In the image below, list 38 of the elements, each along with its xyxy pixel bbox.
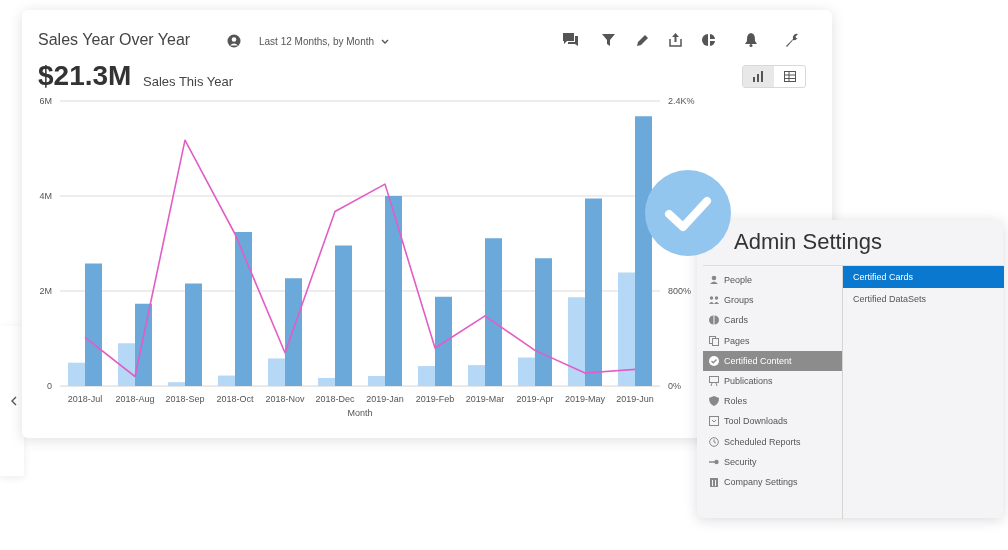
y-tick-label: 0: [46, 381, 52, 391]
text: Security: [724, 455, 757, 469]
x-tick-label: 2018-Aug: [115, 393, 155, 404]
x-tick-label: 2019-Apr: [516, 393, 554, 404]
x-tick-label: 2018-Dec: [315, 393, 356, 404]
text: Cards: [724, 314, 749, 328]
x-tick-label: 2019-Jun: [616, 393, 654, 404]
text: Certified Cards: [853, 272, 914, 282]
text: Groups: [724, 294, 754, 308]
y-tick-label: 2M: [39, 286, 52, 296]
text: Certified Content: [724, 354, 792, 368]
text: Sales This Year: [143, 74, 234, 89]
y2-tick-label: 2.4K%: [668, 96, 695, 106]
x-tick-label: 2018-Jul: [67, 393, 103, 404]
chart-title: Sales Year Over Year: [38, 31, 191, 49]
y2-tick-label: 0%: [668, 381, 682, 391]
text: Publications: [724, 375, 773, 388]
text: Certified DataSets: [853, 294, 927, 304]
text: Admin Settings: [734, 229, 882, 255]
x-tick-label: 2019-Jan: [366, 393, 404, 404]
text: Company Settings: [724, 476, 798, 489]
x-tick-label: 2018-Oct: [216, 393, 254, 404]
text: People: [724, 274, 753, 287]
text: $21.3M: [38, 60, 132, 92]
y-tick-label: 6M: [39, 96, 52, 106]
text: Tool Downloads: [724, 415, 788, 429]
x-tick-label: 2018-Nov: [265, 393, 306, 404]
y-tick-label: 4M: [39, 191, 52, 201]
text: Pages: [724, 334, 750, 348]
x-tick-label: 2019-May: [564, 393, 606, 404]
text: Last 12 Months, by Month: [259, 36, 375, 47]
x-tick-label: 2018-Sep: [165, 393, 205, 404]
x-tick-label: 2019-Mar: [465, 393, 505, 404]
x-axis-title: Month: [347, 407, 373, 418]
y2-tick-label: 800%: [668, 286, 692, 296]
text: Roles: [724, 395, 748, 409]
text: Scheduled Reports: [724, 435, 801, 449]
x-tick-label: 2019-Feb: [415, 393, 455, 404]
